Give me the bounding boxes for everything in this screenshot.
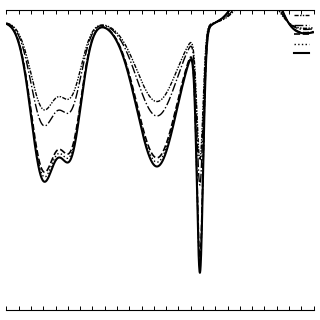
Legend: , , , , : , , , , <box>291 10 313 60</box>
